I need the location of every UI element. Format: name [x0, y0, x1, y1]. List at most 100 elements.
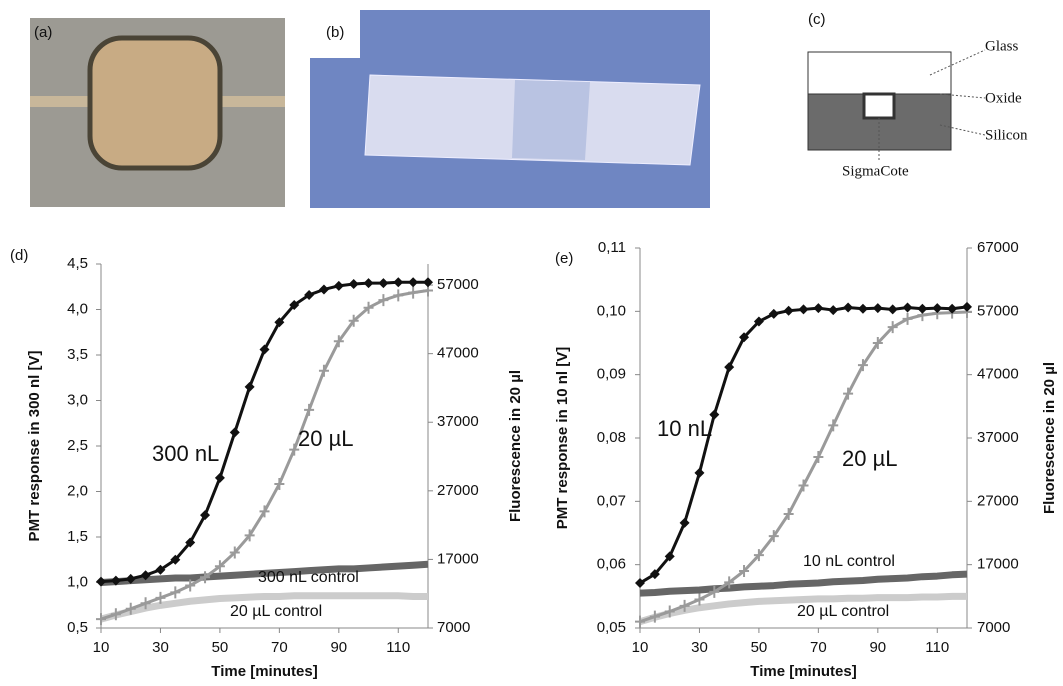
diamond-marker [333, 280, 344, 291]
series-label: 20 µL [842, 446, 898, 471]
diamond-marker [664, 551, 675, 562]
layer-label: Oxide [985, 90, 1022, 106]
x-tick-label: 50 [751, 639, 768, 656]
diamond-marker [917, 303, 928, 314]
plus-marker [155, 591, 166, 604]
y-axis-title: PMT response in 300 nl [V] [26, 351, 43, 542]
y-tick-label: 2,5 [67, 437, 88, 454]
y2-tick-label: 67000 [977, 239, 1019, 256]
diamond-marker [887, 304, 898, 315]
control-line [639, 570, 968, 597]
plus-marker [393, 289, 404, 302]
plus-marker [96, 613, 106, 626]
y-tick-label: 3,0 [67, 391, 88, 408]
x-tick-label: 30 [152, 639, 169, 656]
diamond-marker [274, 317, 285, 328]
y2-tick-label: 37000 [977, 429, 1019, 446]
series-line [639, 305, 968, 585]
plus-marker [229, 546, 240, 559]
x-tick-label: 70 [810, 639, 827, 656]
control-line [100, 560, 429, 586]
y2-tick-label: 27000 [977, 492, 1019, 509]
y-tick-label: 3,5 [67, 346, 88, 363]
y2-axis-title: Fluorescence in 20 µl [1041, 362, 1058, 514]
x-tick-label: 110 [925, 639, 949, 656]
plus-marker [304, 403, 315, 416]
diamond-marker [348, 279, 359, 290]
plus-marker [185, 579, 196, 592]
diamond-marker [200, 510, 211, 521]
x-tick-label: 50 [212, 639, 229, 656]
diamond-marker [857, 303, 868, 314]
diamond-marker [170, 554, 181, 565]
diamond-marker [244, 381, 255, 392]
diamond-marker [110, 575, 121, 586]
plus-marker [902, 312, 913, 325]
plus-marker [768, 530, 779, 543]
diamond-marker [304, 289, 315, 300]
plus-marker [828, 419, 839, 432]
plus-marker [244, 529, 255, 542]
x-tick-label: 70 [271, 639, 288, 656]
plus-marker [783, 508, 794, 520]
diamond-marker [813, 303, 824, 314]
panel-b: (b) [310, 10, 710, 208]
y2-tick-label: 57000 [977, 302, 1019, 319]
plus-marker [813, 451, 824, 463]
y-tick-label: 0,10 [597, 302, 626, 319]
diamond-marker [962, 301, 972, 312]
diamond-marker [724, 362, 735, 373]
series-line [100, 280, 428, 584]
y-tick-label: 0,11 [598, 239, 626, 256]
plus-marker [259, 505, 270, 518]
control-line [100, 592, 428, 623]
plus-marker [125, 602, 136, 615]
panel-label: (a) [34, 24, 52, 41]
plus-marker [887, 321, 898, 334]
y2-axis-title: Fluorescence in 20 µl [507, 370, 524, 522]
x-tick-label: 10 [93, 639, 110, 656]
plus-marker [214, 560, 225, 573]
series-label: 300 nL [152, 441, 219, 466]
plus-marker [274, 477, 285, 490]
diamond-marker [423, 277, 433, 288]
plus-marker [739, 565, 750, 577]
y-axis-title: PMT response in 10 nl [V] [554, 347, 571, 530]
diamond-marker [96, 576, 106, 587]
diamond-marker [155, 564, 166, 575]
y2-tick-label: 37000 [437, 413, 479, 430]
plus-marker [318, 364, 329, 377]
plus-marker [333, 335, 344, 348]
diamond-marker [843, 302, 854, 313]
plus-marker [872, 337, 883, 349]
diamond-marker [408, 277, 419, 288]
diamond-marker [649, 569, 660, 580]
series-label: 20 µL control [797, 603, 889, 620]
panel-a: (a) [30, 18, 285, 207]
glass-layer [807, 51, 952, 95]
diamond-marker [828, 305, 839, 316]
y-tick-label: 0,09 [597, 366, 626, 383]
diamond-marker [289, 299, 300, 310]
y-tick-label: 0,06 [597, 556, 626, 573]
diamond-marker [259, 344, 270, 355]
diamond-marker [635, 578, 645, 589]
y2-tick-label: 7000 [437, 619, 470, 636]
layer-label: Silicon [985, 127, 1028, 143]
diamond-marker [932, 303, 943, 314]
plus-marker [694, 593, 705, 606]
diamond-marker [872, 303, 883, 314]
panel-label: (e) [555, 250, 573, 267]
diamond-marker [739, 332, 750, 343]
plus-marker [635, 615, 645, 628]
diamond-marker [393, 277, 404, 288]
y-tick-label: 1,0 [67, 573, 88, 590]
diamond-marker [229, 427, 240, 438]
diamond-marker [125, 573, 136, 584]
plus-marker [140, 597, 151, 610]
panel-label: (c) [808, 11, 826, 28]
diamond-marker [798, 304, 809, 315]
y-tick-label: 0,07 [597, 492, 626, 509]
chip-window [512, 80, 590, 160]
